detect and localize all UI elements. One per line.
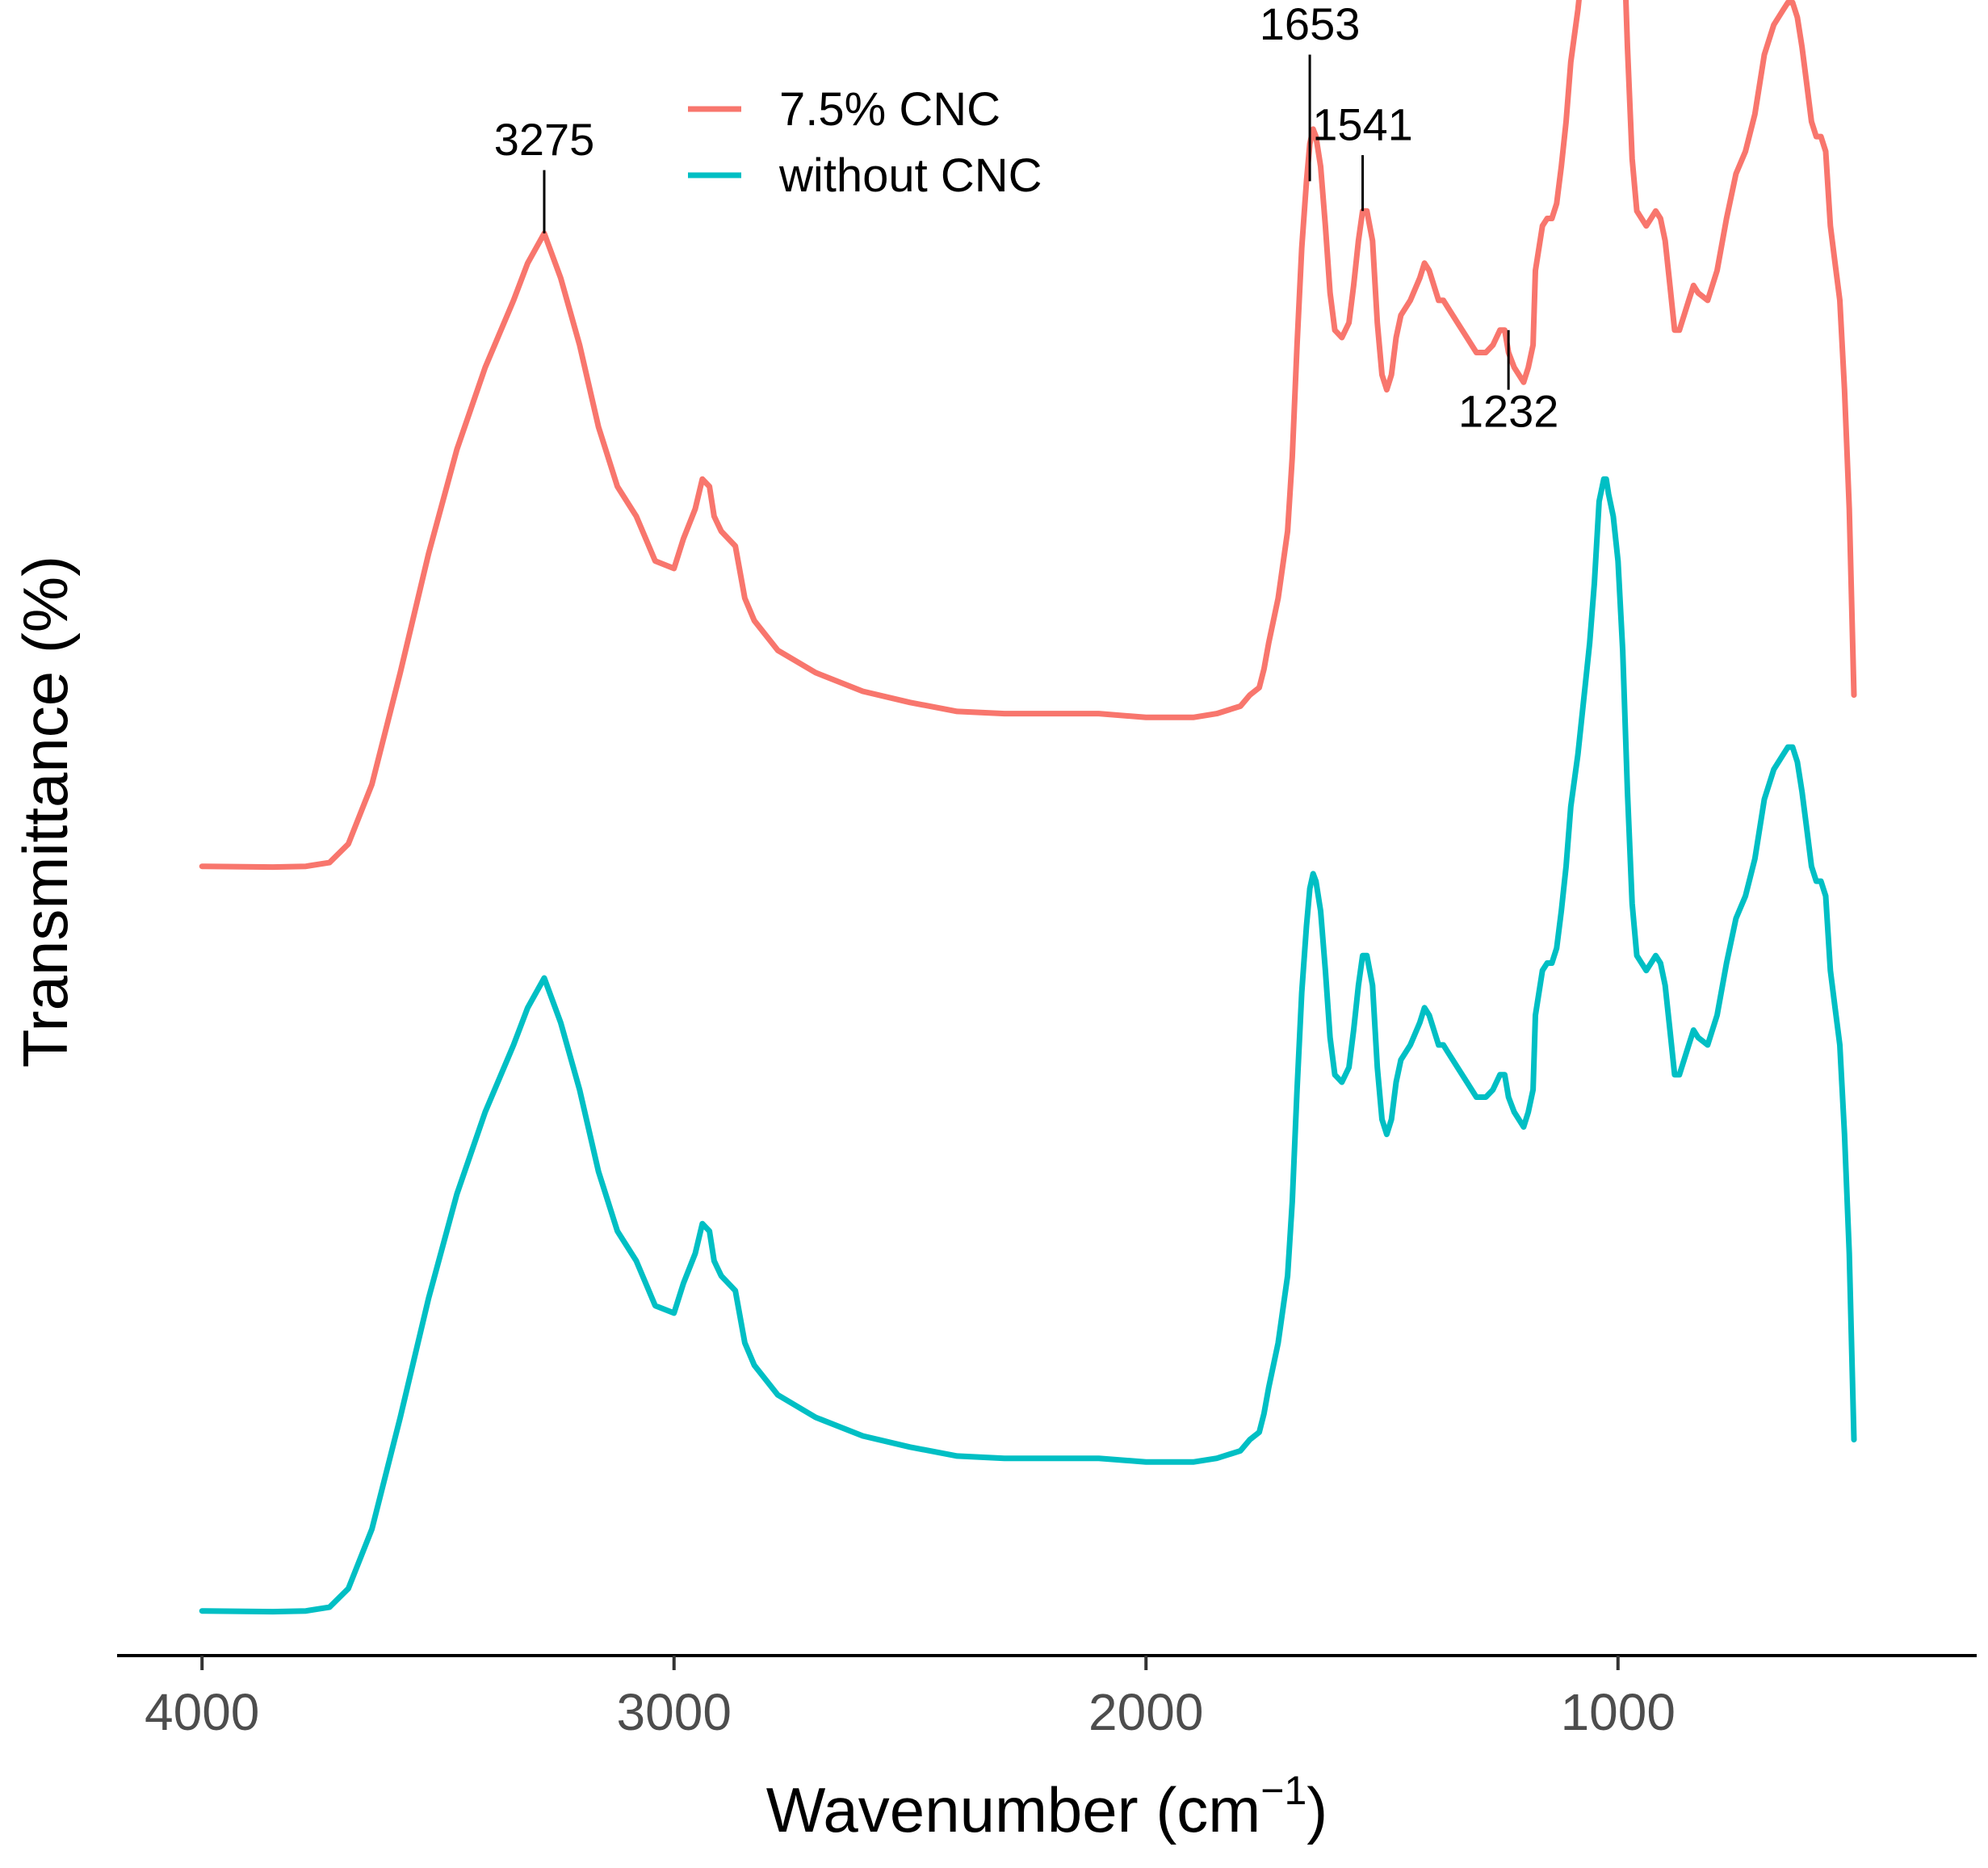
y-axis-title: Transmittance (%) (10, 556, 81, 1068)
annotation-label-3275: 3275 (494, 114, 595, 165)
x-axis-title-close: ) (1306, 1774, 1327, 1845)
series-line-without-cnc (199, 476, 1857, 1615)
x-axis-title-sup: −1 (1260, 1768, 1306, 1813)
series-layer (199, 0, 1857, 1615)
legend: 7.5% CNC without CNC (688, 83, 1042, 202)
x-tick-label-3000: 3000 (617, 1683, 732, 1741)
x-axis-title: Wavenumber (cm−1) (766, 1768, 1328, 1845)
x-tick-label-1000: 1000 (1561, 1683, 1676, 1741)
legend-label-7-5-cnc: 7.5% CNC (779, 83, 1000, 136)
annotation-label-1653: 1653 (1260, 0, 1361, 49)
x-tick-label-2000: 2000 (1088, 1683, 1203, 1741)
x-tick-label-4000: 4000 (145, 1683, 259, 1741)
annotation-label-1232: 1232 (1458, 386, 1559, 437)
annotation-label-1541: 1541 (1312, 99, 1413, 150)
x-axis-title-main: Wavenumber (cm (766, 1774, 1261, 1845)
series-line-7-5-cnc (199, 0, 1857, 871)
x-axis-ticks: 4000 3000 2000 1000 (145, 1656, 1676, 1741)
legend-label-without-cnc: without CNC (778, 149, 1042, 202)
annotation-layer: 3275 1653 1541 1232 (494, 0, 1559, 437)
